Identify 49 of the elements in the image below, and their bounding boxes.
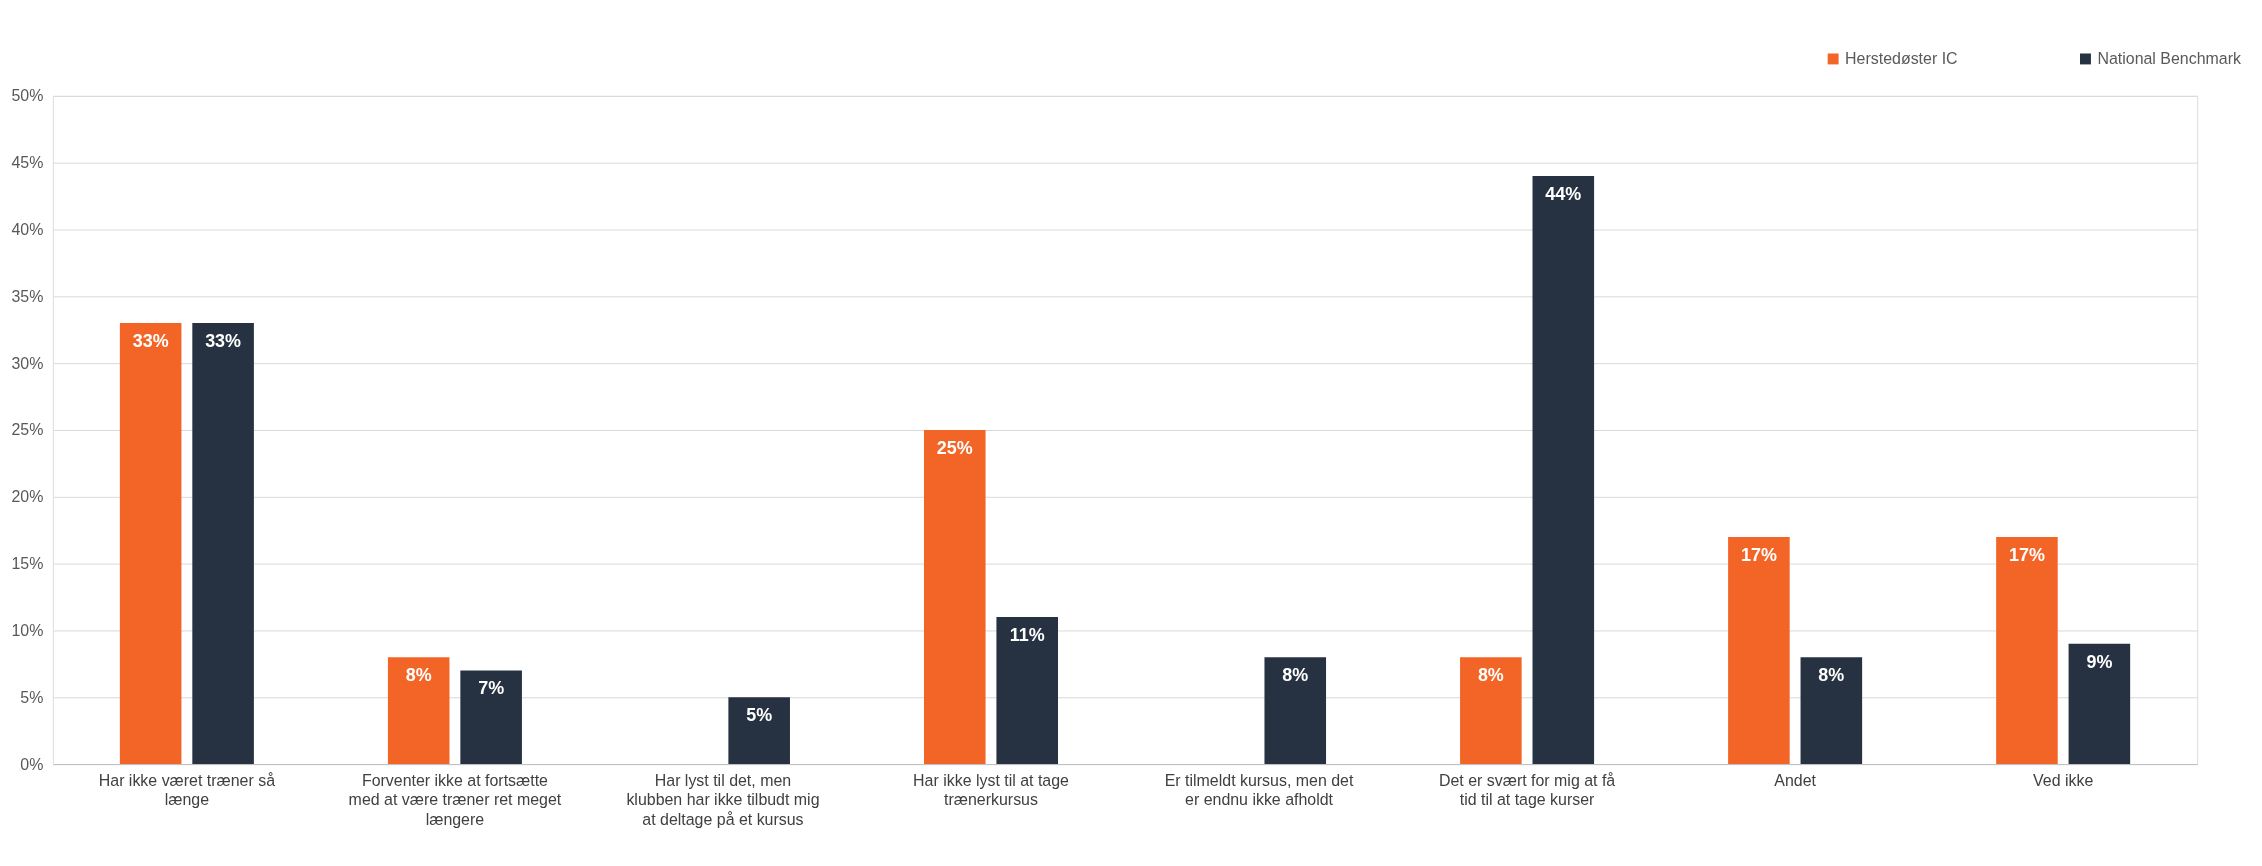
bar (923, 429, 986, 765)
bar (460, 670, 522, 765)
legend-label: Herstedøster IC (1845, 49, 1958, 67)
bar (119, 323, 182, 765)
data-label: 7% (478, 678, 505, 699)
data-label: 25% (936, 437, 973, 458)
y-tick-label: 30% (11, 354, 44, 372)
data-label: 9% (2086, 651, 2113, 672)
y-tick-label: 20% (11, 488, 44, 506)
x-tick-label: Andet (1774, 771, 1817, 789)
bar (1996, 536, 2058, 765)
y-tick-label: 35% (11, 287, 44, 305)
data-label: 8% (405, 665, 432, 686)
y-tick-label: 45% (11, 154, 44, 172)
bar (387, 657, 450, 765)
x-tick-label: Har ikke været træner så længe (98, 771, 276, 809)
bar (1800, 657, 1863, 765)
x-tick-label: Er tilmeldt kursus, men det er endnu ikke afholdt (1164, 771, 1354, 809)
bar (2068, 643, 2131, 765)
bar (1532, 176, 1595, 765)
bar (996, 617, 1059, 765)
bar (192, 323, 254, 765)
bar (1264, 657, 1327, 765)
bar (728, 697, 790, 765)
data-label: 8% (1477, 665, 1504, 686)
bar (1460, 657, 1522, 765)
y-tick-label: 0% (20, 755, 44, 773)
data-label: 5% (746, 705, 773, 726)
y-tick-label: 5% (20, 688, 44, 706)
y-tick-label: 15% (11, 555, 44, 573)
data-label: 8% (1818, 665, 1845, 686)
data-label: 33% (205, 330, 242, 351)
x-tick-label: Forventer ikke at fortsætte med at være træner ret meget længere (348, 771, 562, 829)
y-tick-label: 10% (11, 621, 44, 639)
y-tick-label: 40% (11, 220, 44, 238)
data-label: 8% (1282, 665, 1309, 686)
legend-label: National Benchmark (2097, 49, 2241, 67)
data-label: 44% (1545, 183, 1582, 204)
x-tick-label: Det er svært for mig at få tid til at tage kurser (1438, 771, 1616, 809)
x-tick-label: Har ikke lyst til at tage trænerkursus (913, 771, 1070, 809)
y-tick-label: 25% (11, 421, 44, 439)
y-tick-label: 50% (11, 87, 44, 105)
x-tick-label: Har lyst til det, men klubben har ikke tilbudt mig at deltage på et kursus (626, 771, 820, 829)
data-label: 11% (1009, 625, 1045, 646)
x-tick-label: Ved ikke (2033, 771, 2094, 789)
data-label: 33% (132, 330, 169, 351)
data-label: 17% (1740, 544, 1777, 565)
bar (1728, 536, 1790, 765)
data-label: 17% (2008, 544, 2045, 565)
